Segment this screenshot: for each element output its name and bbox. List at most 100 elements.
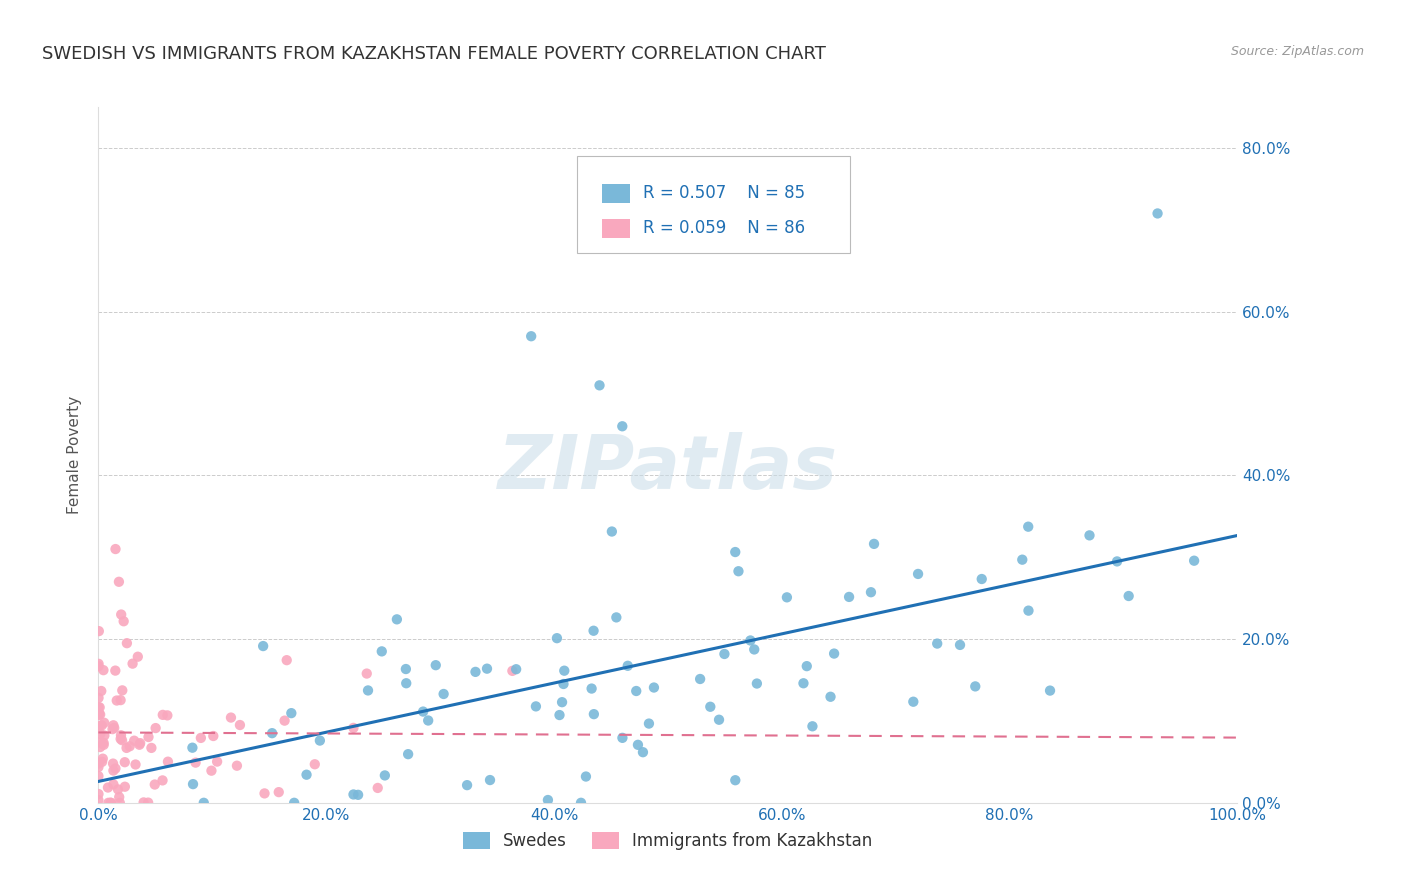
Point xyxy=(295,768,318,782)
Point xyxy=(252,639,274,653)
Y-axis label: Female Poverty: Female Poverty xyxy=(67,396,83,514)
Point xyxy=(859,585,882,599)
Point xyxy=(283,796,305,810)
Point xyxy=(575,770,598,784)
Point xyxy=(903,695,925,709)
Point xyxy=(433,687,456,701)
Point xyxy=(907,566,929,581)
Point xyxy=(475,662,498,676)
Point xyxy=(304,757,326,772)
Point xyxy=(87,793,110,807)
Text: R = 0.507    N = 85: R = 0.507 N = 85 xyxy=(643,184,804,202)
Point xyxy=(226,758,249,772)
Point xyxy=(110,728,132,742)
Point xyxy=(90,684,112,698)
Point xyxy=(464,665,486,679)
Legend: Swedes, Immigrants from Kazakhstan: Swedes, Immigrants from Kazakhstan xyxy=(457,826,879,857)
Point xyxy=(104,664,127,678)
Point xyxy=(181,740,204,755)
Point xyxy=(395,662,418,676)
Point xyxy=(124,757,146,772)
Point xyxy=(374,768,396,782)
Point xyxy=(97,796,120,810)
Point xyxy=(796,659,818,673)
FancyBboxPatch shape xyxy=(602,219,630,238)
Point xyxy=(551,695,574,709)
Point xyxy=(103,718,125,732)
Point xyxy=(357,683,380,698)
Point xyxy=(1017,604,1039,618)
Text: ZIPatlas: ZIPatlas xyxy=(498,433,838,506)
Point xyxy=(1118,589,1140,603)
Point xyxy=(93,663,115,677)
Point xyxy=(801,719,824,733)
Point xyxy=(87,659,110,673)
Point xyxy=(129,736,152,750)
Point xyxy=(219,710,242,724)
Point xyxy=(108,574,131,589)
Point xyxy=(280,706,302,720)
Point xyxy=(605,610,627,624)
Point xyxy=(104,762,127,776)
Point xyxy=(115,740,138,755)
Point xyxy=(267,785,290,799)
Text: Source: ZipAtlas.com: Source: ZipAtlas.com xyxy=(1230,45,1364,58)
Point xyxy=(97,780,120,795)
Point xyxy=(262,726,284,740)
Point xyxy=(600,524,623,539)
Point xyxy=(689,672,711,686)
Point xyxy=(342,788,364,802)
Point xyxy=(627,738,650,752)
Point xyxy=(927,636,949,650)
Point xyxy=(742,642,765,657)
Point xyxy=(93,738,115,752)
Point xyxy=(91,755,114,769)
Point xyxy=(396,747,419,761)
Point xyxy=(276,653,298,667)
Point xyxy=(87,700,110,714)
Point xyxy=(612,419,634,434)
Point xyxy=(112,614,135,628)
Point xyxy=(588,378,610,392)
Point xyxy=(367,780,389,795)
Point xyxy=(93,715,115,730)
Text: R = 0.059    N = 86: R = 0.059 N = 86 xyxy=(643,219,804,236)
Point xyxy=(87,624,110,639)
Point xyxy=(89,700,111,714)
Point xyxy=(104,542,127,557)
Point xyxy=(616,658,638,673)
Point xyxy=(740,633,762,648)
Point xyxy=(745,676,768,690)
Point xyxy=(205,755,228,769)
Point xyxy=(371,644,394,658)
Point xyxy=(820,690,842,704)
Point xyxy=(87,706,110,720)
Point xyxy=(111,683,134,698)
Point xyxy=(114,780,136,794)
Point xyxy=(108,790,131,805)
Point xyxy=(553,677,575,691)
Point xyxy=(110,607,132,622)
Point xyxy=(87,657,110,671)
Point xyxy=(141,740,163,755)
Point xyxy=(184,756,207,770)
Point xyxy=(89,719,111,733)
Point xyxy=(91,752,114,766)
Point xyxy=(87,706,110,721)
Point xyxy=(103,777,125,791)
Point xyxy=(111,733,134,747)
Point xyxy=(537,793,560,807)
Point xyxy=(713,647,735,661)
Point xyxy=(89,740,111,755)
Point xyxy=(347,788,370,802)
Point xyxy=(309,733,332,747)
Point xyxy=(456,778,478,792)
Point xyxy=(110,731,132,746)
Point xyxy=(136,796,159,810)
Point xyxy=(553,664,575,678)
Point xyxy=(90,718,112,732)
Point xyxy=(101,722,124,736)
Point xyxy=(776,591,799,605)
Point xyxy=(108,796,131,810)
Point xyxy=(87,708,110,723)
